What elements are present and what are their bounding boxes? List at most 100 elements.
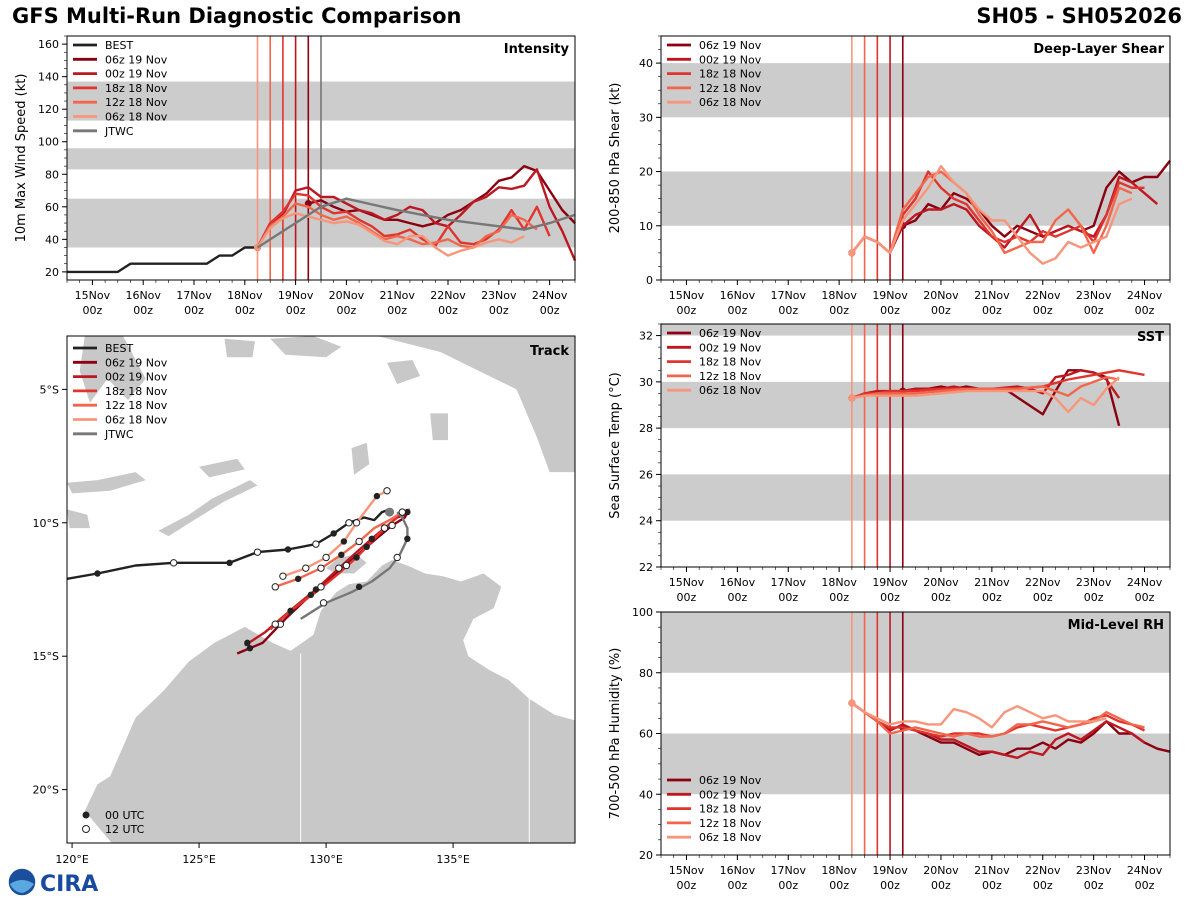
- new-guinea-landmass: [376, 336, 575, 473]
- rh-legend-label: 18z 18 Nov: [699, 803, 762, 816]
- track-legend-label: 12z 18 Nov: [105, 399, 168, 412]
- rh-xtick-label: 22Nov: [1025, 864, 1061, 877]
- shear-xtick-label: 20Nov: [923, 289, 959, 302]
- intensity-series-06z-18-nov: [256, 212, 525, 257]
- track-marker-00utc: [94, 570, 101, 577]
- kei-island: [387, 360, 421, 384]
- shear-xtick-label: 00z: [1033, 304, 1053, 317]
- sst-legend-label: 12z 18 Nov: [699, 370, 762, 383]
- shear-init-marker: [848, 249, 856, 257]
- shear-xtick-label: 17Nov: [771, 289, 807, 302]
- track-marker-00utc: [353, 554, 360, 561]
- track-marker-12utc: [380, 524, 389, 532]
- rh-xtick-label: 00z: [727, 879, 747, 892]
- intensity-legend-label: BEST: [105, 39, 133, 52]
- intensity-xtick-label: 00z: [235, 304, 255, 317]
- track-marker-12utc: [398, 508, 406, 516]
- jtwc-current-marker: [385, 507, 395, 517]
- track-ytick-label: 10°S: [33, 517, 59, 530]
- track-marker-12utc: [312, 540, 320, 548]
- shear-ytick-label: 40: [639, 57, 653, 70]
- intensity-xtick-label: 15Nov: [75, 289, 111, 302]
- shear-xtick-label: 00z: [880, 304, 900, 317]
- sst-series-06z-18-nov: [851, 376, 1120, 414]
- track-marker-12utc: [317, 564, 325, 572]
- rh-xtick-label: 00z: [931, 879, 951, 892]
- rh-xtick-label: 00z: [1135, 879, 1155, 892]
- sulawesi-landmass: [79, 336, 146, 403]
- marker-legend-12utc-icon: [82, 825, 90, 833]
- rh-xtick-label: 23Nov: [1076, 864, 1112, 877]
- shear-legend-label: 00z 19 Nov: [699, 53, 762, 66]
- sst-xtick-label: 00z: [931, 591, 951, 604]
- track-xtick-label: 135°E: [436, 853, 469, 866]
- intensity-series-jtwc: [256, 197, 576, 249]
- shear-xtick-label: 00z: [829, 304, 849, 317]
- rh-xtick-label: 24Nov: [1127, 864, 1163, 877]
- track-marker-12utc: [302, 564, 310, 572]
- track-marker-00utc: [404, 508, 411, 516]
- sst-xtick-label: 00z: [677, 591, 697, 604]
- track-marker-00utc: [363, 543, 370, 551]
- shear-xtick-label: 00z: [1084, 304, 1104, 317]
- track-ytick-label: 15°S: [33, 650, 59, 663]
- rh-xtick-label: 00z: [880, 879, 900, 892]
- rh-series-00z-19-nov: [851, 702, 1146, 759]
- track-marker-00utc: [355, 583, 363, 591]
- shear-ylabel: 200-850 hPa Shear (kt): [608, 83, 623, 234]
- track-xtick-label: 125°E: [182, 853, 215, 866]
- sst-xtick-label: 00z: [727, 591, 747, 604]
- sst-xtick-label: 24Nov: [1127, 576, 1163, 589]
- intensity-xtick-label: 20Nov: [329, 289, 365, 302]
- sst-xtick-label: 00z: [778, 591, 798, 604]
- shear-xtick-label: 19Nov: [872, 289, 908, 302]
- rh-xtick-label: 17Nov: [771, 864, 807, 877]
- rh-xtick-label: 00z: [982, 879, 1002, 892]
- intensity-xtick-label: 16Nov: [125, 289, 161, 302]
- intensity-xtick-label: 00z: [540, 304, 560, 317]
- rh-xtick-label: 00z: [1084, 879, 1104, 892]
- sst-legend-label: 18z 18 Nov: [699, 356, 762, 369]
- track-legend-label: 18z 18 Nov: [105, 385, 168, 398]
- sst-xtick-label: 15Nov: [669, 576, 705, 589]
- shear-xtick-label: 00z: [778, 304, 798, 317]
- intensity-xtick-label: 00z: [337, 304, 357, 317]
- track-marker-12utc: [279, 572, 287, 580]
- sst-title: SST: [1137, 330, 1164, 345]
- intensity-series-12z-18-nov: [256, 202, 538, 249]
- sst-xtick-label: 00z: [1084, 591, 1104, 604]
- intensity-xtick-label: 00z: [438, 304, 458, 317]
- intensity-xtick-label: 18Nov: [227, 289, 263, 302]
- shear-ytick-label: 30: [639, 111, 653, 124]
- track-panel: 120°E 125°E 130°E 135°E 5°S 10°S 15°S 20°S Track…: [33, 335, 576, 866]
- shear-ytick-label: 0: [646, 274, 653, 287]
- rh-xtick-label: 00z: [1033, 879, 1053, 892]
- track-marker-12utc: [271, 583, 279, 591]
- marker-legend-00utc-icon: [82, 811, 90, 819]
- track-jtwc: [300, 511, 409, 620]
- sst-legend-label: 06z 18 Nov: [699, 384, 762, 397]
- track-marker-12utc: [319, 599, 328, 607]
- track-ytick-label: 20°S: [33, 784, 59, 797]
- track-marker-00utc: [404, 535, 411, 542]
- rh-band: [661, 733, 1170, 795]
- intensity-ytick-label: 60: [45, 201, 59, 214]
- intensity-legend-label: 06z 18 Nov: [105, 111, 168, 124]
- track-marker-00utc: [244, 639, 251, 647]
- seram-island: [270, 336, 342, 358]
- rh-legend-label: 00z 19 Nov: [699, 788, 762, 801]
- shear-xtick-label: 23Nov: [1076, 289, 1112, 302]
- track-06z-19-nov: [236, 511, 409, 655]
- sst-xtick-label: 23Nov: [1076, 576, 1112, 589]
- shear-xtick-label: 00z: [1135, 304, 1155, 317]
- sst-ytick-label: 26: [639, 468, 653, 481]
- intensity-ytick-label: 140: [38, 71, 59, 84]
- sumba-island: [67, 509, 90, 529]
- intensity-legend-label: JTWC: [104, 125, 134, 138]
- intensity-xtick-label: 24Nov: [532, 289, 568, 302]
- track-marker-00utc: [284, 546, 292, 553]
- storm-id-title: SH05 - SH052026: [976, 4, 1182, 28]
- rh-ytick-label: 40: [639, 788, 653, 801]
- track-best: [67, 508, 391, 580]
- intensity-legend-label: 06z 19 Nov: [105, 53, 168, 66]
